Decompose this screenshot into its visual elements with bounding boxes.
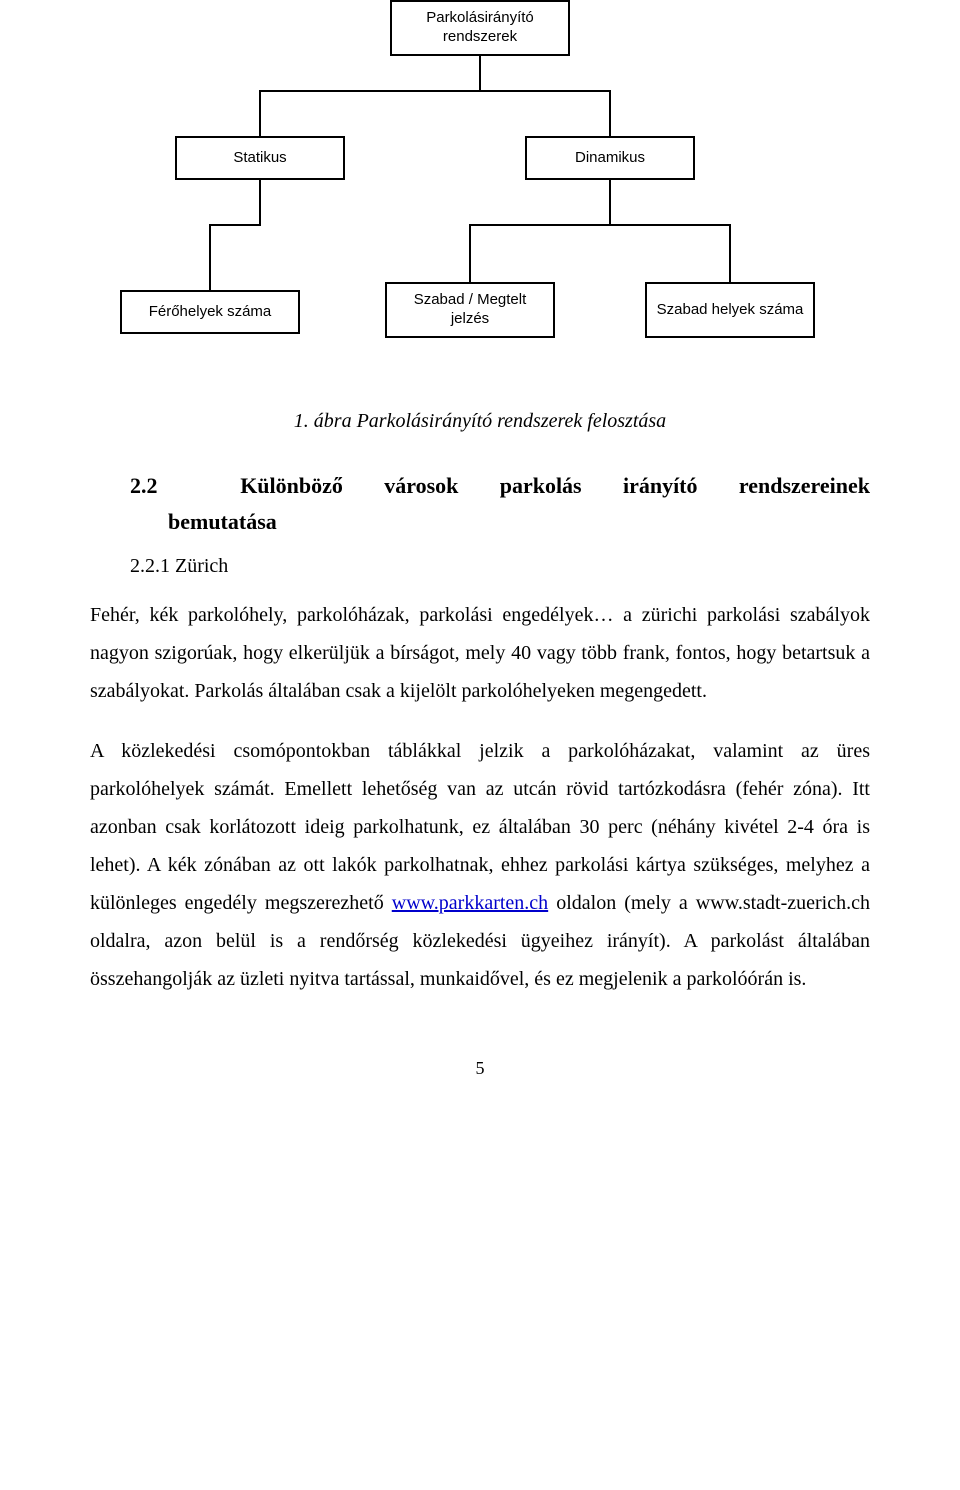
paragraph-2: A közlekedési csomópontokban táblákkal j…	[90, 732, 870, 998]
section-heading: 2.2 Különböző városok parkolás irányító …	[130, 473, 870, 499]
node-leaf1-label: Férőhelyek száma	[149, 303, 272, 322]
connector	[209, 224, 261, 226]
connector	[209, 224, 211, 290]
heading-text-1: Különböző városok parkolás irányító rend…	[240, 473, 870, 498]
subsection-heading: 2.2.1 Zürich	[130, 555, 870, 578]
connector	[259, 180, 261, 224]
org-tree-diagram: Parkolásirányító rendszerek Statikus Din…	[90, 0, 870, 380]
node-dynamic-label: Dinamikus	[575, 149, 645, 168]
node-dynamic: Dinamikus	[525, 136, 695, 180]
heading-number: 2.2	[130, 473, 158, 498]
connector	[479, 56, 481, 90]
connector	[609, 180, 611, 224]
para2-part-a: A közlekedési csomópontokban táblákkal j…	[90, 740, 870, 914]
node-leaf3: Szabad helyek száma	[645, 282, 815, 338]
connector	[259, 90, 261, 136]
node-static: Statikus	[175, 136, 345, 180]
node-leaf2-label: Szabad / Megtelt jelzés	[395, 291, 545, 329]
connector	[260, 90, 610, 92]
connector	[469, 224, 471, 282]
paragraph-1: Fehér, kék parkolóhely, parkolóházak, pa…	[90, 596, 870, 710]
node-leaf1: Férőhelyek száma	[120, 290, 300, 334]
node-leaf2: Szabad / Megtelt jelzés	[385, 282, 555, 338]
node-leaf3-label: Szabad helyek száma	[657, 301, 804, 320]
node-static-label: Statikus	[233, 149, 286, 168]
section-heading-cont: bemutatása	[168, 509, 870, 535]
connector	[470, 224, 730, 226]
document-page: Parkolásirányító rendszerek Statikus Din…	[0, 0, 960, 1119]
node-root: Parkolásirányító rendszerek	[390, 0, 570, 56]
connector	[729, 224, 731, 282]
page-number: 5	[90, 1058, 870, 1079]
connector	[609, 90, 611, 136]
node-root-label: Parkolásirányító rendszerek	[400, 9, 560, 47]
figure-caption: 1. ábra Parkolásirányító rendszerek felo…	[90, 410, 870, 433]
link-parkkarten[interactable]: www.parkkarten.ch	[392, 892, 548, 914]
